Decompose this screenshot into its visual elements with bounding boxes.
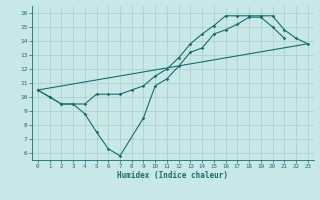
X-axis label: Humidex (Indice chaleur): Humidex (Indice chaleur) bbox=[117, 171, 228, 180]
